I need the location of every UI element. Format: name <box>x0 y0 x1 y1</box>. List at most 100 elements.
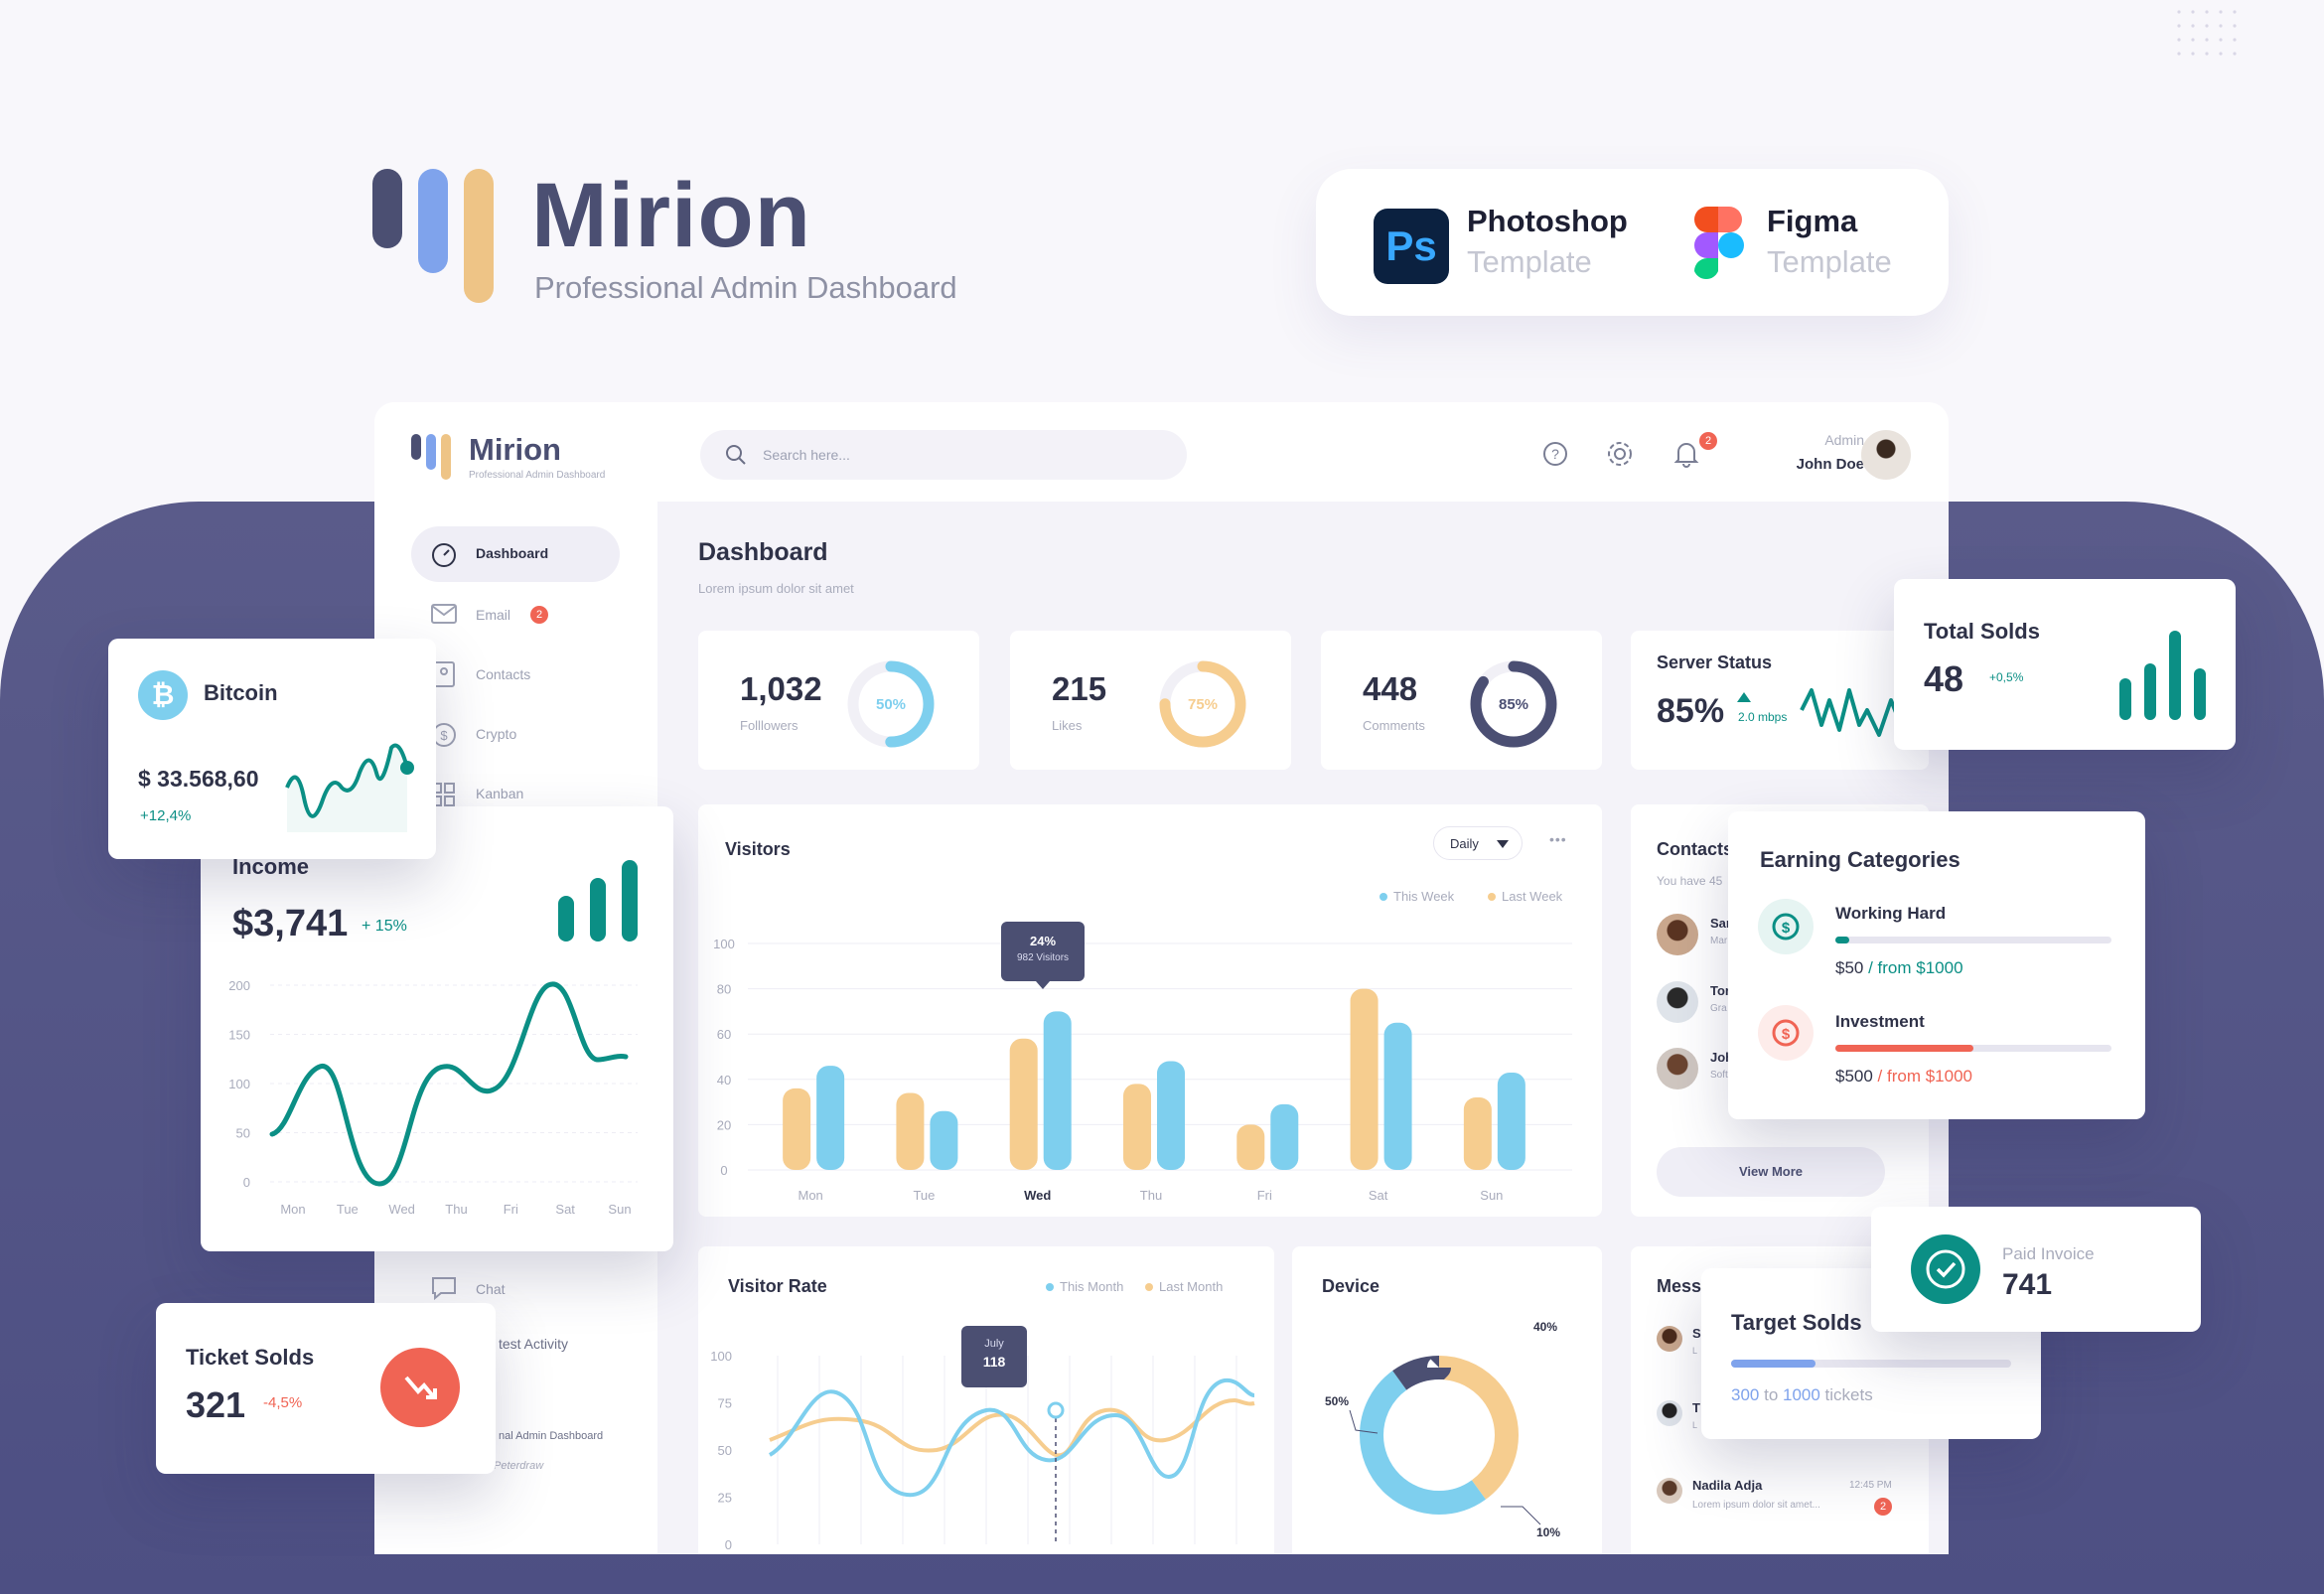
x-tick-label: Thu <box>1140 1188 1162 1203</box>
y-tick-label: 20 <box>717 1117 731 1132</box>
total-solds-change: +0,5% <box>1989 670 2024 684</box>
ticket-title: Ticket Solds <box>186 1345 315 1370</box>
series-last-month <box>769 1397 1255 1458</box>
more-icon[interactable]: ••• <box>1549 831 1567 847</box>
contacts-title: Contacts <box>1657 839 1734 859</box>
sidebar-item-kanban[interactable]: Kanban <box>411 773 620 816</box>
server-speed: 2.0 mbps <box>1738 710 1788 724</box>
income-value: $3,741 <box>232 903 349 944</box>
figma-icon <box>1694 207 1744 279</box>
bar-this-week <box>1270 1103 1299 1170</box>
legend-last-month: Last Month <box>1145 1279 1223 1294</box>
contact-name: Tor <box>1710 983 1730 998</box>
comments-donut: 85% <box>1470 660 1557 748</box>
hero-tagline: Professional Admin Dashboard <box>534 270 957 305</box>
dot-grid-decoration <box>2177 10 2237 56</box>
view-more-button[interactable]: View More <box>1657 1147 1885 1197</box>
device-card: Device 40% 50% 10% <box>1292 1246 1602 1554</box>
bitcoin-value: $ 33.568,60 <box>138 766 259 792</box>
sidebar-item-chat[interactable]: Chat <box>411 1266 620 1310</box>
tooltip-month: July <box>984 1338 1004 1350</box>
visitors-tooltip: 24% 982 Visitors <box>1001 922 1085 981</box>
target-progress-track <box>1731 1360 2011 1368</box>
ticket-value: 321 <box>186 1384 246 1425</box>
dashboard-window: Mirion Professional Admin Dashboard Sear… <box>374 402 1949 1554</box>
daily-dropdown[interactable]: Daily <box>1433 826 1523 860</box>
message-avatar <box>1657 1400 1682 1426</box>
bar-last-week <box>1236 1124 1265 1170</box>
earning-progress-fill <box>1835 1045 1973 1052</box>
tooltip-pointer <box>1036 981 1050 989</box>
avatar[interactable] <box>1861 430 1911 480</box>
bitcoin-sparkline <box>285 743 414 832</box>
ring-label: 50% <box>876 696 906 713</box>
y-tick-label: 100 <box>228 1077 250 1091</box>
sidebar-item-email[interactable]: Email 2 <box>411 594 620 638</box>
ring-fill <box>1159 660 1246 748</box>
visitor-rate-title: Visitor Rate <box>728 1276 827 1296</box>
gear-icon[interactable] <box>1606 440 1634 468</box>
tooltip-percent: 24% <box>1029 934 1057 948</box>
device-title: Device <box>1322 1276 1380 1296</box>
email-badge: 2 <box>530 606 548 624</box>
y-tick-label: 25 <box>718 1491 732 1506</box>
y-tick-label: 50 <box>718 1443 732 1458</box>
sidebar-item-crypto[interactable]: $ Crypto <box>411 713 620 757</box>
bar-last-week <box>1350 988 1379 1170</box>
earning-progress-fill <box>1835 937 1849 943</box>
message-avatar <box>1657 1326 1682 1352</box>
svg-text:$: $ <box>440 728 448 743</box>
leader-line <box>1501 1506 1541 1525</box>
sidebar-item-label: Email <box>476 607 511 623</box>
bar-this-week <box>1157 1061 1185 1170</box>
sidebar-item-dashboard[interactable]: Dashboard <box>411 526 620 582</box>
sidebar-item-contacts[interactable]: Contacts <box>411 653 620 697</box>
stat-value: 215 <box>1052 670 1107 707</box>
total-solds-title: Total Solds <box>1924 619 2040 644</box>
daily-dropdown-label: Daily <box>1450 836 1479 851</box>
chevron-down-icon <box>1497 840 1509 848</box>
visitors-card: Visitors Daily ••• This Week Last Week 0… <box>698 804 1602 1217</box>
visitor-rate-line-chart: 0 25 50 75 100 <box>710 1349 1255 1552</box>
sidebar-item-label: Chat <box>476 1281 506 1297</box>
rate-tooltip: July 118 <box>961 1326 1027 1387</box>
search-icon <box>726 445 746 465</box>
message-preview: L <box>1692 1346 1698 1356</box>
chat-icon <box>432 1277 456 1300</box>
help-icon[interactable]: ? <box>1541 440 1569 468</box>
y-tick-label: 200 <box>228 978 250 993</box>
earning-amount: $500 / from $1000 <box>1835 1067 1972 1086</box>
activity-author: Peterdraw <box>494 1460 544 1472</box>
leader-line <box>1349 1409 1379 1434</box>
contact-name: Joh <box>1710 1050 1734 1065</box>
target-title: Target Solds <box>1731 1310 1862 1335</box>
income-series-line <box>269 981 629 1187</box>
page-subtitle: Lorem ipsum dolor sit amet <box>698 581 854 596</box>
search-input[interactable]: Search here... <box>700 430 1187 480</box>
x-tick-label: Mon <box>280 1202 305 1217</box>
paid-invoice-card: Paid Invoice 741 <box>1871 1207 2201 1332</box>
sidebar-item-label: Contacts <box>476 666 531 682</box>
server-sparkline <box>1800 688 1899 737</box>
contact-avatar <box>1657 981 1698 1023</box>
bar-this-week <box>930 1110 958 1170</box>
app-brand: Mirion <box>469 432 561 467</box>
contacts-subtitle: You have 45 <box>1657 874 1723 888</box>
x-tick-label: Tue <box>337 1202 359 1217</box>
total-solds-card: Total Solds 48 +0,5% <box>1894 579 2236 750</box>
app-tagline: Professional Admin Dashboard <box>469 470 606 481</box>
target-range: 300 to 1000 tickets <box>1731 1385 1873 1404</box>
stat-value: 1,032 <box>740 670 822 707</box>
paid-title: Paid Invoice <box>2002 1244 2095 1263</box>
message-badge: 2 <box>1874 1498 1892 1516</box>
y-tick-label: 75 <box>718 1396 732 1411</box>
x-tick-label: Sat <box>1369 1188 1388 1203</box>
visitor-rate-card: Visitor Rate This Month Last Month 0 25 50… <box>698 1246 1274 1554</box>
photoshop-title: Photoshop <box>1467 204 1628 238</box>
message-name: Nadila Adja <box>1692 1478 1763 1493</box>
tooltip-value: 118 <box>982 1354 1006 1370</box>
bell-icon[interactable] <box>1673 440 1699 468</box>
stat-label: Folllowers <box>740 718 799 733</box>
bar-this-week <box>1383 1022 1412 1170</box>
y-tick-label: 100 <box>710 1349 732 1364</box>
